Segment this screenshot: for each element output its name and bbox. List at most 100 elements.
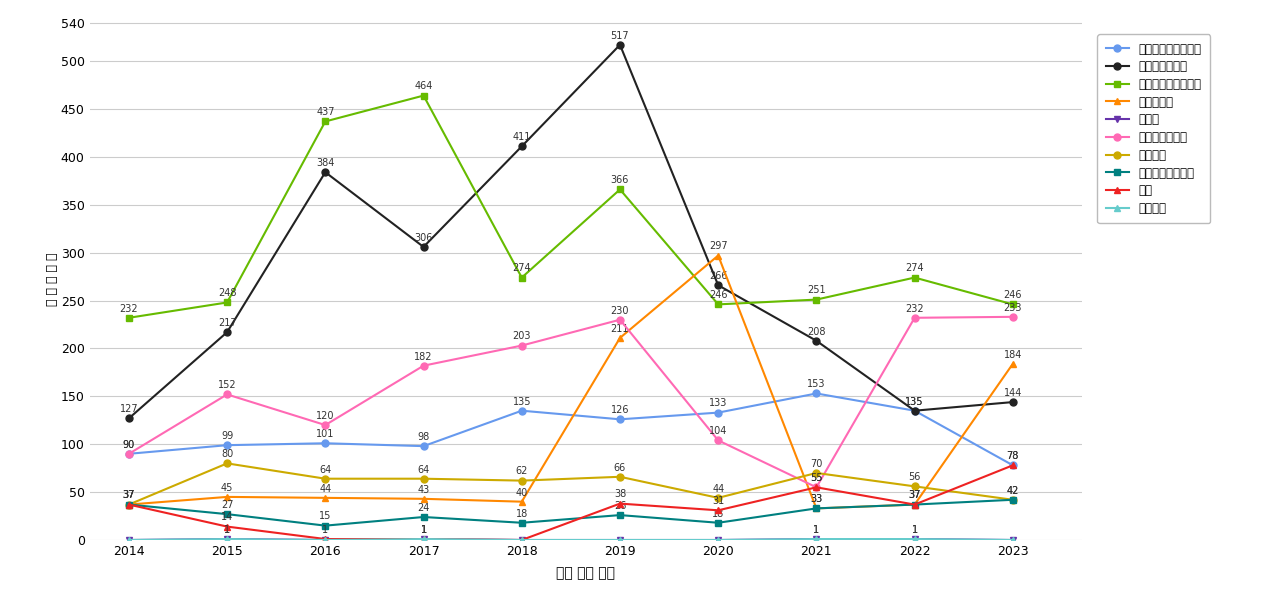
Text: 1: 1 — [813, 525, 819, 535]
Line: 한화에어로스페이스: 한화에어로스페이스 — [125, 390, 1016, 469]
Text: 99: 99 — [221, 431, 233, 441]
한국항공우주산업 — [908, 501, 923, 508]
케스피온 — [515, 536, 530, 544]
한화 — [1005, 461, 1020, 469]
Text: 306: 306 — [415, 233, 433, 243]
X-axis label: 특허 발행 연도: 특허 발행 연도 — [556, 566, 616, 580]
케스피온 — [122, 536, 137, 544]
두산에너빌리티 — [612, 41, 627, 49]
케스피온 — [809, 535, 824, 542]
Text: 26: 26 — [614, 501, 626, 511]
Text: 248: 248 — [218, 288, 237, 298]
Line: 현대로템: 현대로템 — [125, 460, 1016, 508]
Text: 1: 1 — [224, 525, 230, 535]
Text: 208: 208 — [808, 326, 826, 337]
한화에어로스페이스 — [219, 442, 234, 449]
한화에어로스페이스 — [908, 407, 923, 414]
한화시스템 — [122, 501, 137, 508]
엘아이지넥스원 — [317, 421, 333, 428]
Text: 90: 90 — [123, 440, 134, 449]
한국항공우주산업 — [809, 505, 824, 512]
Text: 37: 37 — [909, 490, 920, 500]
Text: 33: 33 — [810, 494, 823, 504]
Text: 55: 55 — [810, 473, 823, 483]
Line: 케스피온: 케스피온 — [125, 536, 1016, 544]
한화 — [612, 500, 627, 507]
Text: 366: 366 — [611, 175, 630, 185]
한화 — [515, 536, 530, 544]
Text: 98: 98 — [417, 432, 430, 442]
케스피온 — [710, 536, 726, 544]
현대로템 — [908, 483, 923, 490]
한화시스템 — [219, 493, 234, 500]
현대로템 — [1005, 496, 1020, 503]
엘아이지넥스원 — [908, 314, 923, 322]
한화 — [317, 535, 333, 542]
한화에어로스페이스 — [710, 409, 726, 416]
에이치디현대중공업 — [809, 296, 824, 303]
Text: 37: 37 — [123, 490, 136, 500]
에이치디현대중공업 — [416, 92, 431, 99]
한화 — [219, 523, 234, 530]
머큐리 — [219, 535, 234, 542]
Text: 274: 274 — [905, 263, 924, 274]
Text: 15: 15 — [319, 511, 332, 521]
Text: 38: 38 — [614, 490, 626, 499]
Line: 한국항공우주산업: 한국항공우주산업 — [125, 496, 1016, 529]
Text: 44: 44 — [319, 484, 332, 494]
두산에너빌리티 — [122, 415, 137, 422]
에이치디현대중공업 — [1005, 301, 1020, 308]
Text: 62: 62 — [516, 466, 527, 476]
Text: 56: 56 — [909, 472, 920, 482]
한화에어로스페이스 — [515, 407, 530, 414]
Text: 126: 126 — [611, 405, 630, 415]
한화 — [809, 484, 824, 491]
Text: 37: 37 — [909, 490, 920, 500]
현대로템 — [515, 477, 530, 484]
엘아이지넥스원 — [219, 391, 234, 398]
에이치디현대중공업 — [219, 299, 234, 306]
한화시스템 — [416, 495, 431, 502]
머큐리 — [809, 535, 824, 542]
Text: 43: 43 — [417, 485, 430, 494]
현대로템 — [219, 460, 234, 467]
Text: 64: 64 — [417, 464, 430, 475]
Text: 120: 120 — [316, 411, 334, 421]
Text: 1: 1 — [420, 525, 426, 535]
Text: 135: 135 — [905, 397, 924, 407]
Text: 101: 101 — [316, 429, 334, 439]
Text: 182: 182 — [415, 352, 433, 362]
Line: 두산에너빌리티: 두산에너빌리티 — [125, 41, 1016, 422]
두산에너빌리티 — [710, 281, 726, 289]
머큐리 — [515, 536, 530, 544]
Text: 251: 251 — [808, 286, 826, 295]
한국항공우주산업 — [710, 519, 726, 526]
에이치디현대중공업 — [317, 118, 333, 125]
Text: 127: 127 — [119, 404, 138, 414]
Line: 에이치디현대중공업: 에이치디현대중공업 — [125, 92, 1016, 321]
케스피온 — [219, 535, 234, 542]
Line: 한화시스템: 한화시스템 — [125, 252, 1016, 512]
두산에너빌리티 — [809, 337, 824, 344]
Text: 246: 246 — [709, 290, 727, 300]
Text: 230: 230 — [611, 305, 630, 316]
Text: 37: 37 — [123, 490, 136, 500]
Text: 24: 24 — [417, 503, 430, 513]
케스피온 — [1005, 536, 1020, 544]
Text: 42: 42 — [1006, 485, 1019, 496]
Text: 33: 33 — [810, 494, 823, 504]
Text: 18: 18 — [516, 509, 527, 518]
Text: 27: 27 — [221, 500, 233, 510]
엘아이지넥스원 — [1005, 313, 1020, 320]
한국항공우주산업 — [317, 522, 333, 529]
Text: 1: 1 — [420, 525, 426, 535]
엘아이지넥스원 — [416, 362, 431, 369]
Text: 517: 517 — [611, 31, 630, 41]
머큐리 — [416, 535, 431, 542]
두산에너빌리티 — [908, 407, 923, 414]
Text: 203: 203 — [512, 331, 531, 341]
Text: 104: 104 — [709, 426, 727, 436]
두산에너빌리티 — [515, 143, 530, 150]
Text: 184: 184 — [1004, 350, 1021, 359]
케스피온 — [317, 536, 333, 544]
